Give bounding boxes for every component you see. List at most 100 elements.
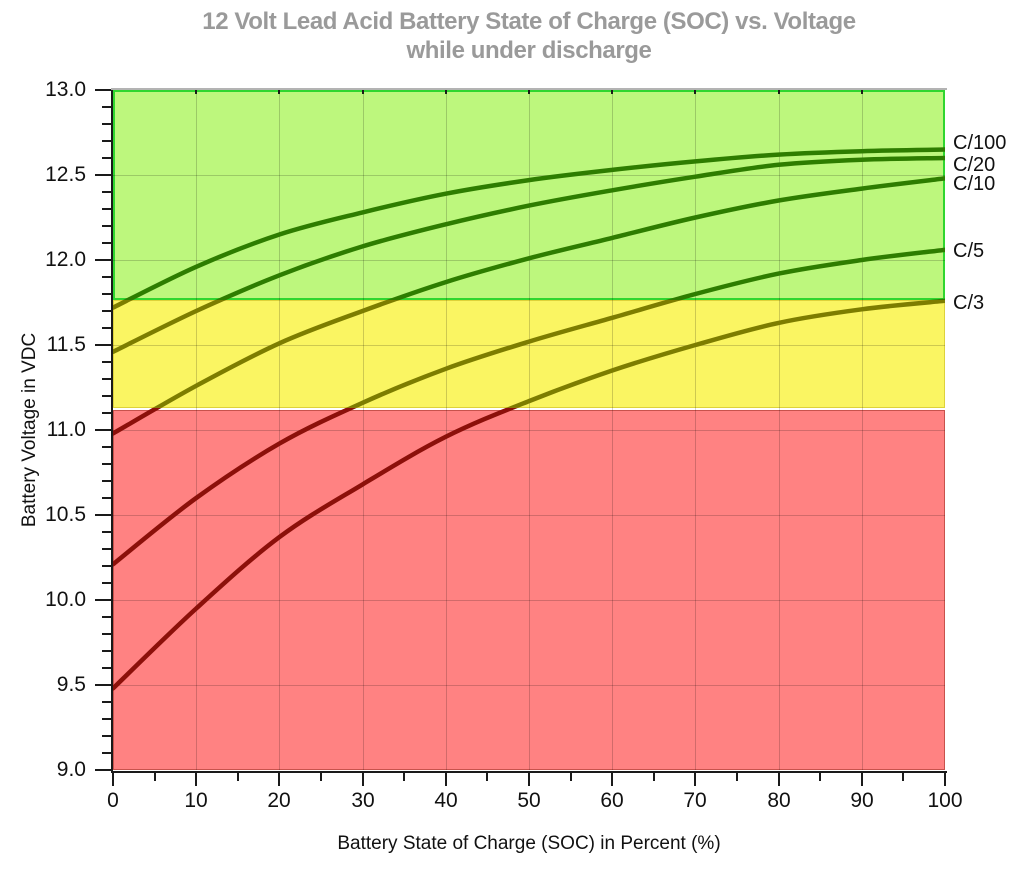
y-major-tick — [95, 344, 111, 346]
y-tick-label: 10.0 — [45, 588, 86, 611]
y-minor-tick — [102, 242, 111, 244]
y-minor-tick — [102, 123, 111, 125]
y-minor-tick — [102, 191, 111, 193]
y-major-tick — [95, 599, 111, 601]
gridline-horizontal — [113, 175, 945, 176]
curve-C100-green-segment — [123, 147, 945, 300]
y-minor-tick — [102, 140, 111, 142]
top-spine — [111, 88, 947, 90]
top-tick — [778, 90, 780, 94]
y-minor-tick — [102, 565, 111, 567]
series-label-C20: C/20 — [953, 154, 996, 176]
curves-svg — [113, 147, 945, 691]
x-tick-label: 20 — [267, 789, 291, 812]
chart-title-line2: while under discharge — [406, 37, 652, 64]
x-tick-label: 0 — [107, 789, 119, 812]
x-major-tick — [112, 773, 114, 786]
y-minor-tick — [102, 293, 111, 295]
x-major-tick — [528, 773, 530, 786]
curve-C5-red-segment — [113, 407, 357, 567]
x-axis-line — [111, 771, 947, 773]
gridline-horizontal — [113, 685, 945, 686]
top-tick — [195, 90, 197, 94]
x-major-tick — [195, 773, 197, 786]
plot-area — [113, 90, 945, 770]
gridline-vertical — [279, 90, 280, 770]
y-axis-line — [111, 88, 113, 772]
y-major-tick — [95, 429, 111, 431]
curve-C3-yellow-segment — [505, 299, 945, 408]
chart-title-line1: 12 Volt Lead Acid Battery State of Charg… — [202, 8, 856, 35]
y-tick-label: 9.5 — [56, 673, 86, 696]
top-tick — [611, 90, 613, 94]
curve-C10-yellow-segment — [152, 299, 400, 408]
series-label-C3: C/3 — [953, 292, 985, 314]
curve-C3-red-segment — [113, 407, 518, 691]
gridline-horizontal — [113, 430, 945, 431]
gridline-vertical — [612, 90, 613, 770]
y-minor-tick — [102, 446, 111, 448]
top-tick — [528, 90, 530, 94]
y-minor-tick — [102, 633, 111, 635]
series-label-C5: C/5 — [953, 240, 985, 262]
y-tick-label: 9.0 — [56, 758, 86, 781]
y-minor-tick — [102, 616, 111, 618]
x-tick-label: 10 — [184, 789, 208, 812]
top-tick — [861, 90, 863, 94]
y-minor-tick — [102, 412, 111, 414]
zone-band-red — [113, 410, 945, 770]
y-minor-tick — [102, 650, 111, 652]
gridline-vertical — [695, 90, 696, 770]
gridline-horizontal — [113, 345, 945, 346]
x-minor-tick — [486, 773, 488, 781]
x-tick-label: 30 — [351, 789, 375, 812]
y-minor-tick — [102, 735, 111, 737]
top-tick — [445, 90, 447, 94]
gridline-vertical — [529, 90, 530, 770]
y-minor-tick — [102, 548, 111, 550]
y-minor-tick — [102, 208, 111, 210]
x-tick-label: 60 — [600, 789, 624, 812]
y-minor-tick — [102, 531, 111, 533]
curve-C5-green-segment — [665, 247, 945, 300]
gridline-vertical — [779, 90, 780, 770]
gridline-vertical — [446, 90, 447, 770]
top-tick — [694, 90, 696, 94]
x-minor-tick — [902, 773, 904, 781]
x-major-tick — [362, 773, 364, 786]
x-minor-tick — [819, 773, 821, 781]
x-tick-label: 90 — [850, 789, 874, 812]
gridline-vertical — [363, 90, 364, 770]
curve-C20-green-segment — [215, 155, 945, 300]
x-tick-label: 50 — [517, 789, 541, 812]
y-minor-tick — [102, 463, 111, 465]
x-major-tick — [861, 773, 863, 786]
x-tick-label: 70 — [683, 789, 707, 812]
y-major-tick — [95, 259, 111, 261]
y-minor-tick — [102, 395, 111, 397]
y-minor-tick — [102, 361, 111, 363]
x-minor-tick — [403, 773, 405, 781]
y-tick-label: 11.5 — [46, 333, 86, 356]
gridline-vertical — [196, 90, 197, 770]
x-major-tick — [944, 773, 946, 786]
gridline-horizontal — [113, 600, 945, 601]
gridline-horizontal — [113, 515, 945, 516]
x-tick-label: 80 — [767, 789, 791, 812]
y-minor-tick — [102, 582, 111, 584]
x-minor-tick — [237, 773, 239, 781]
series-label-C10: C/10 — [953, 173, 996, 195]
y-minor-tick — [102, 480, 111, 482]
gridline-vertical — [862, 90, 863, 770]
y-minor-tick — [102, 701, 111, 703]
x-tick-label: 40 — [434, 789, 458, 812]
x-major-tick — [694, 773, 696, 786]
top-tick — [362, 90, 364, 94]
y-minor-tick — [102, 327, 111, 329]
y-major-tick — [95, 684, 111, 686]
y-major-tick — [95, 514, 111, 516]
x-minor-tick — [736, 773, 738, 781]
series-label-C100: C/100 — [953, 132, 1007, 154]
x-major-tick — [278, 773, 280, 786]
y-minor-tick — [102, 752, 111, 754]
